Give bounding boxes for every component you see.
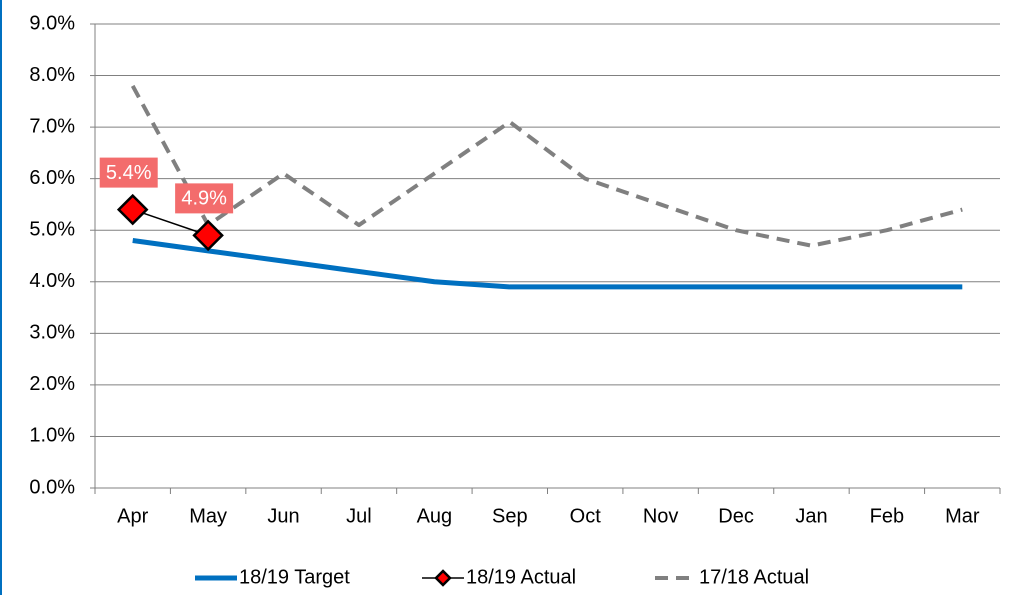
x-tick-label: Sep: [492, 505, 528, 527]
x-tick-label: Jul: [346, 505, 372, 527]
x-tick-label: Oct: [570, 505, 602, 527]
value-label-bg: [99, 157, 158, 188]
x-tick-label: May: [189, 505, 227, 527]
y-tick-label: 4.0%: [29, 270, 75, 292]
x-tick-label: Jan: [795, 505, 827, 527]
value-label-bg: [175, 183, 234, 214]
legend-label: 17/18 Actual: [699, 566, 809, 588]
x-tick-label: Mar: [945, 505, 980, 527]
x-tick-label: Apr: [117, 505, 148, 527]
value-label-group: 4.9%: [175, 183, 234, 214]
x-tick-label: Jun: [267, 505, 299, 527]
y-tick-label: 7.0%: [29, 115, 75, 137]
y-tick-label: 2.0%: [29, 373, 75, 395]
series-line: [132, 238, 963, 290]
y-tick-label: 9.0%: [29, 12, 75, 34]
legend-label: 18/19 Actual: [466, 566, 576, 588]
x-tick-label: Feb: [870, 505, 904, 527]
x-tick-label: Dec: [718, 505, 754, 527]
x-tick-label: Aug: [417, 505, 453, 527]
marker: [434, 569, 452, 587]
y-tick-label: 3.0%: [29, 322, 75, 344]
y-tick-label: 8.0%: [29, 64, 75, 86]
y-tick-label: 0.0%: [29, 476, 75, 498]
series-line: [132, 208, 209, 237]
y-tick-label: 1.0%: [29, 425, 75, 447]
x-tick-label: Nov: [643, 505, 679, 527]
legend-label: 18/19 Target: [239, 566, 350, 588]
marker: [192, 219, 224, 252]
value-label: 5.4%: [106, 162, 152, 184]
y-tick-label: 5.0%: [29, 219, 75, 241]
marker: [116, 193, 149, 226]
value-label: 4.9%: [181, 188, 227, 210]
value-label-group: 5.4%: [99, 157, 158, 188]
y-tick-label: 6.0%: [29, 167, 75, 189]
series-line: [130, 84, 963, 248]
